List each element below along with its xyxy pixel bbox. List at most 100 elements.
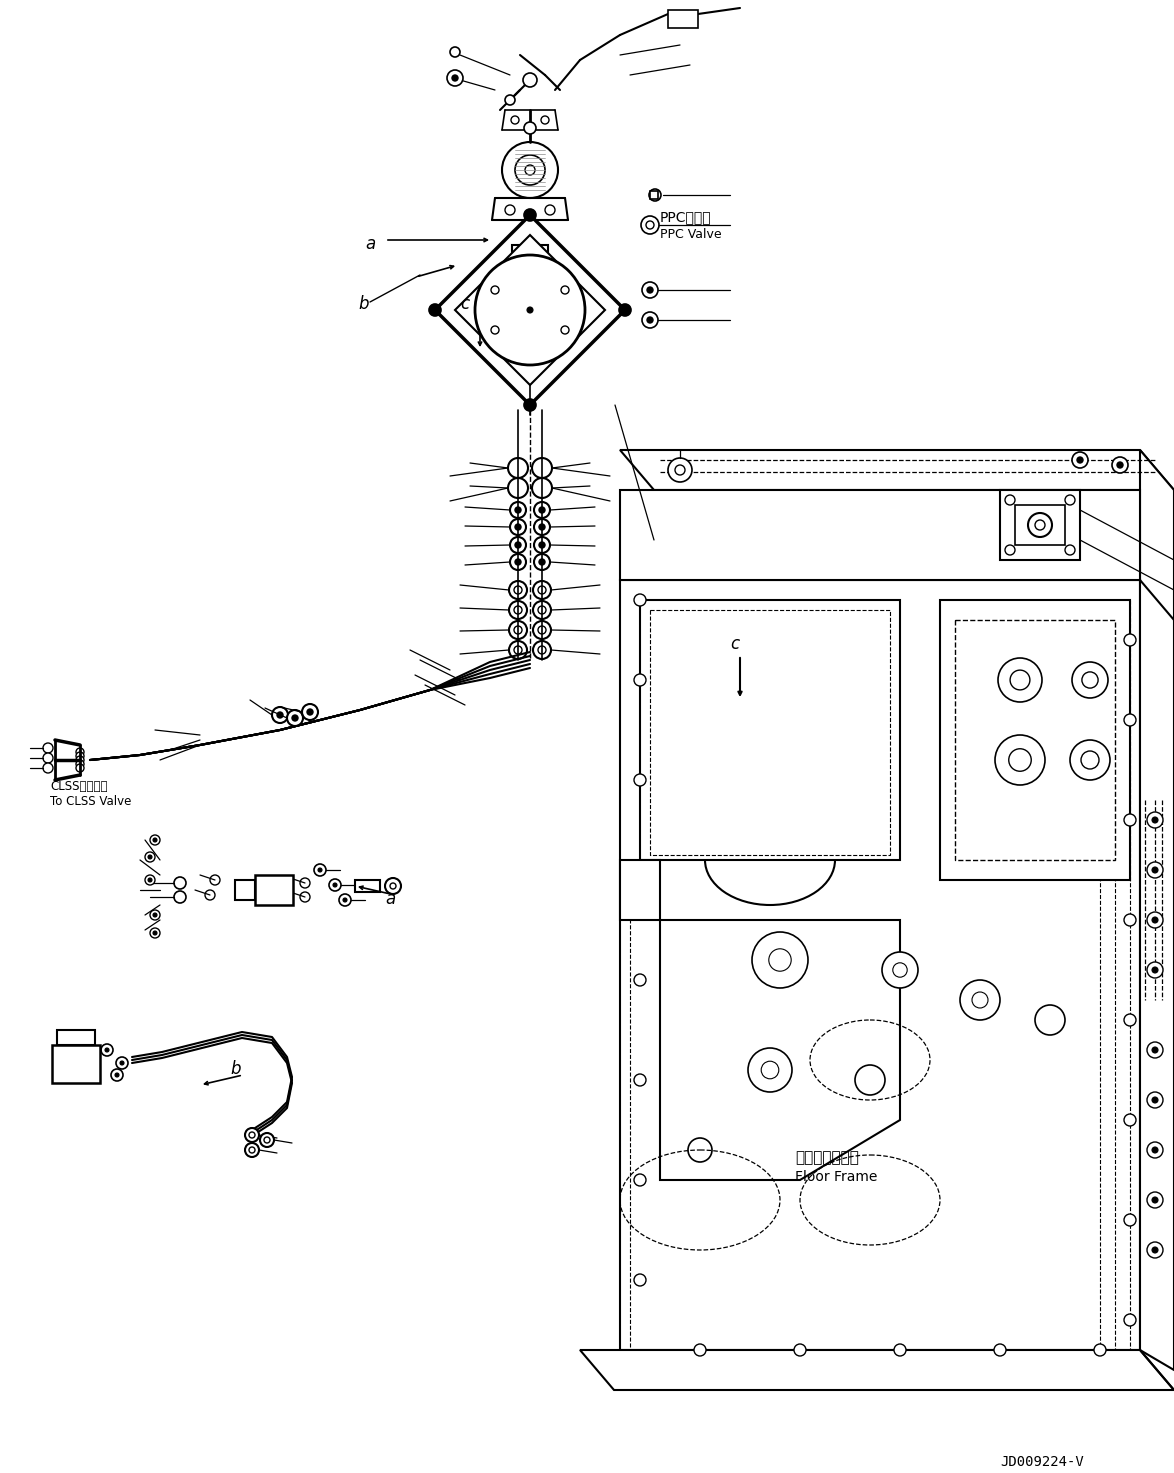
Circle shape <box>1147 1192 1163 1208</box>
Circle shape <box>1152 1047 1158 1053</box>
Circle shape <box>753 932 808 988</box>
Bar <box>1000 491 1080 560</box>
Circle shape <box>249 1147 255 1153</box>
Circle shape <box>1072 661 1108 698</box>
Text: CLSSバルブへ: CLSSバルブへ <box>50 781 108 792</box>
Circle shape <box>120 1061 124 1065</box>
Circle shape <box>534 554 549 570</box>
Text: To CLSS Valve: To CLSS Valve <box>50 795 131 809</box>
Circle shape <box>1124 1114 1136 1125</box>
Circle shape <box>647 317 653 323</box>
Circle shape <box>104 1047 109 1052</box>
Circle shape <box>1152 868 1158 873</box>
Circle shape <box>647 287 653 293</box>
Circle shape <box>277 711 283 717</box>
Circle shape <box>245 1128 259 1142</box>
Circle shape <box>634 974 646 985</box>
Circle shape <box>514 605 522 614</box>
Bar <box>52 1044 100 1083</box>
Bar <box>940 600 1131 879</box>
Circle shape <box>43 763 53 773</box>
Circle shape <box>146 875 155 885</box>
Circle shape <box>1081 751 1099 769</box>
Circle shape <box>634 675 646 686</box>
Circle shape <box>532 479 552 498</box>
Circle shape <box>302 704 318 720</box>
Circle shape <box>76 764 85 772</box>
Circle shape <box>1152 1097 1158 1103</box>
Circle shape <box>524 209 537 221</box>
Circle shape <box>1147 962 1163 978</box>
Circle shape <box>514 586 522 594</box>
Text: JD009224-V: JD009224-V <box>1000 1455 1084 1469</box>
Text: フロアフレーム: フロアフレーム <box>795 1150 859 1165</box>
Circle shape <box>286 710 303 726</box>
Circle shape <box>526 239 534 246</box>
Bar <box>620 491 1140 580</box>
Circle shape <box>1005 495 1016 505</box>
Circle shape <box>533 580 551 600</box>
Circle shape <box>515 507 521 513</box>
Circle shape <box>76 760 85 767</box>
Circle shape <box>333 882 337 887</box>
Circle shape <box>508 479 528 498</box>
Circle shape <box>450 47 460 57</box>
Circle shape <box>634 873 646 885</box>
Circle shape <box>538 647 546 654</box>
Circle shape <box>1147 912 1163 928</box>
Circle shape <box>994 1343 1006 1357</box>
Circle shape <box>101 1044 113 1056</box>
Circle shape <box>1094 1343 1106 1357</box>
Circle shape <box>533 641 551 658</box>
Circle shape <box>532 458 552 479</box>
Circle shape <box>1124 915 1136 927</box>
Circle shape <box>1147 1091 1163 1108</box>
Circle shape <box>1152 1248 1158 1254</box>
Circle shape <box>385 878 402 894</box>
Circle shape <box>855 1065 885 1094</box>
Circle shape <box>510 502 526 518</box>
Circle shape <box>510 622 527 639</box>
Circle shape <box>619 303 630 317</box>
Circle shape <box>1124 815 1136 826</box>
Bar <box>255 875 294 904</box>
Circle shape <box>259 1133 274 1147</box>
Circle shape <box>508 458 528 479</box>
Circle shape <box>1152 918 1158 924</box>
Circle shape <box>292 714 298 720</box>
Circle shape <box>43 753 53 763</box>
Circle shape <box>539 542 545 548</box>
Bar <box>355 879 380 893</box>
Circle shape <box>510 554 526 570</box>
Circle shape <box>748 1047 792 1091</box>
Polygon shape <box>456 236 605 384</box>
Circle shape <box>205 890 215 900</box>
Circle shape <box>150 910 160 921</box>
Circle shape <box>688 1139 711 1162</box>
Circle shape <box>1152 1198 1158 1203</box>
Circle shape <box>1147 1041 1163 1058</box>
Circle shape <box>148 878 151 882</box>
Polygon shape <box>1140 449 1174 820</box>
Circle shape <box>1116 463 1124 468</box>
Circle shape <box>153 931 157 935</box>
Circle shape <box>1028 513 1052 538</box>
Circle shape <box>1082 672 1098 688</box>
Bar <box>650 191 657 199</box>
Bar <box>668 10 699 28</box>
Circle shape <box>1124 1013 1136 1027</box>
Circle shape <box>634 773 646 787</box>
Circle shape <box>343 899 348 901</box>
Text: b: b <box>230 1061 241 1078</box>
Circle shape <box>634 594 646 605</box>
Circle shape <box>668 458 691 482</box>
Circle shape <box>390 882 396 890</box>
Circle shape <box>534 518 549 535</box>
Circle shape <box>301 893 310 901</box>
Circle shape <box>892 963 908 977</box>
Circle shape <box>174 876 185 890</box>
Circle shape <box>1065 545 1075 555</box>
Circle shape <box>634 1074 646 1086</box>
Circle shape <box>510 641 527 658</box>
Circle shape <box>642 312 657 328</box>
